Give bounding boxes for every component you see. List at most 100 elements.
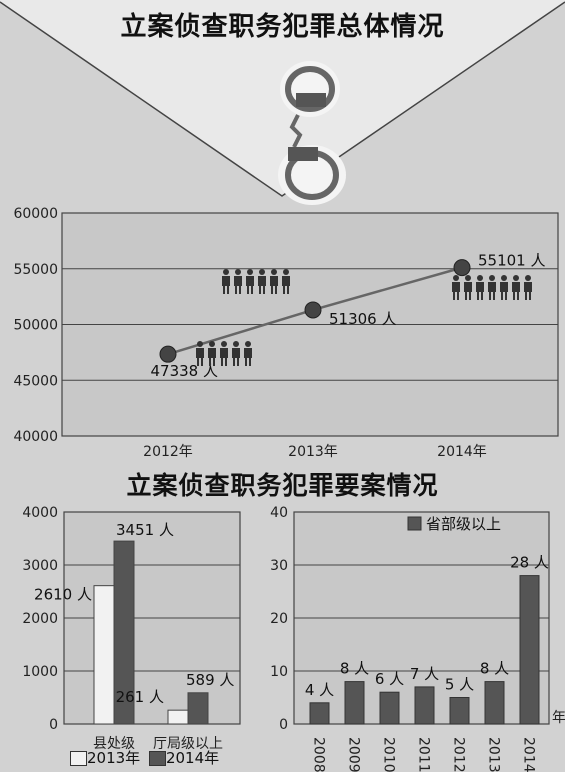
bar2-bar [414, 686, 435, 725]
bar2-xtick-label: 2008 [311, 737, 327, 772]
people-icon-2012-head-0 [197, 341, 203, 347]
bar1-ytick-label: 4000 [22, 505, 58, 521]
people-icon-2014-leg-l-0 [453, 292, 455, 300]
people-icon-2014-body-6 [524, 282, 532, 292]
bar1-ytick-label: 0 [49, 717, 58, 733]
line-xtick-label: 2014年 [437, 444, 487, 460]
top-title: 立案侦查职务犯罪总体情况 [120, 12, 445, 42]
line-ytick-label: 45000 [13, 373, 58, 389]
bar2-bar [484, 681, 505, 725]
bar2-xtick-label: 2009 [346, 737, 362, 772]
bar2-xtick-label: 2014 [521, 737, 537, 772]
people-icon-2013-head-0 [223, 269, 229, 275]
people-icon-2012-leg-r-0 [201, 358, 203, 366]
people-icon-2013-leg-l-5 [283, 286, 285, 294]
legend-swatch-2014 [148, 751, 166, 766]
bar2-data-label: 5 人 [445, 676, 474, 694]
people-icon-2013-leg-r-4 [275, 286, 277, 294]
people-icon-2014-head-1 [465, 275, 471, 281]
bar1-ytick-label: 1000 [22, 664, 58, 680]
line-ytick-label: 60000 [13, 206, 58, 222]
bar2-data-label: 7 人 [410, 665, 439, 683]
people-icon-2014-head-6 [525, 275, 531, 281]
bar2-data-label: 6 人 [375, 670, 404, 688]
people-icon-2013-leg-r-1 [239, 286, 241, 294]
people-icon-2013-head-1 [235, 269, 241, 275]
bar2-data-label: 8 人 [480, 660, 509, 678]
people-icon-2014-head-3 [489, 275, 495, 281]
legend-label-2014: 2014年 [165, 749, 220, 767]
bar1-bar [113, 540, 135, 725]
people-icon-2014-leg-r-2 [481, 292, 483, 300]
bar2-xtick-label: 2013 [486, 737, 502, 772]
people-icon-2014-leg-l-2 [477, 292, 479, 300]
bar2-legend-swatch [407, 516, 422, 531]
bar1-bar [167, 709, 189, 725]
people-icon-2012-head-4 [245, 341, 251, 347]
people-icon-2013-head-2 [247, 269, 253, 275]
data-point [453, 259, 471, 277]
people-icon-2014-body-0 [452, 282, 460, 292]
people-icon-2013-leg-r-3 [263, 286, 265, 294]
people-icon-2012-leg-r-1 [213, 358, 215, 366]
people-icon-2012-leg-l-3 [233, 358, 235, 366]
people-icon-2013-body-1 [234, 276, 242, 286]
bar1-data-label: 589 人 [186, 671, 234, 689]
people-icon-2014-leg-l-5 [513, 292, 515, 300]
people-icon-2013-leg-l-4 [271, 286, 273, 294]
people-icon-2014-leg-l-3 [489, 292, 491, 300]
people-icon-2012-body-1 [208, 348, 216, 358]
people-icon-2013-leg-r-5 [287, 286, 289, 294]
line-xtick-label: 2013年 [288, 444, 338, 460]
people-icon-2012-head-1 [209, 341, 215, 347]
people-icon-2012-head-2 [221, 341, 227, 347]
people-icon-2014-head-2 [477, 275, 483, 281]
people-icon-2014-leg-r-5 [517, 292, 519, 300]
people-icon-2012-leg-r-3 [237, 358, 239, 366]
bar1-ytick-label: 2000 [22, 611, 58, 627]
legend-label-2013: 2013年 [87, 749, 141, 767]
bar2-data-label: 4 人 [305, 681, 334, 699]
data-label: 47338 人 [151, 362, 219, 380]
people-icon-2013-body-5 [282, 276, 290, 286]
legend-swatch-2013 [70, 751, 87, 766]
people-icon-2013-leg-l-0 [223, 286, 225, 294]
people-icon-2013-leg-r-2 [251, 286, 253, 294]
people-icon-2014-body-2 [476, 282, 484, 292]
envelope-flap-edge [0, 1, 565, 197]
handcuffs-icon [278, 61, 346, 205]
bar1-bar [93, 585, 115, 725]
people-icon-2014-leg-l-6 [525, 292, 527, 300]
bar2-bar [449, 697, 470, 725]
line-ytick-label: 55000 [13, 262, 58, 278]
people-icon-2014-leg-l-4 [501, 292, 503, 300]
people-icon-2012-head-3 [233, 341, 239, 347]
people-icon-2012-leg-r-2 [225, 358, 227, 366]
bar2-x-unit: 年 [552, 710, 565, 726]
bar2-ytick-label: 0 [279, 717, 288, 733]
people-icon-2014-head-4 [501, 275, 507, 281]
line-ytick-label: 50000 [13, 318, 58, 334]
people-icon-2014-leg-l-1 [465, 292, 467, 300]
people-icon-2012-leg-l-0 [197, 358, 199, 366]
people-icon-2012-leg-l-1 [209, 358, 211, 366]
bar2-xtick-label: 2011 [416, 737, 432, 772]
people-icon-2012-body-0 [196, 348, 204, 358]
bar2-data-label: 8 人 [340, 660, 369, 678]
people-icon-2014-leg-r-0 [457, 292, 459, 300]
people-icon-2013-body-2 [246, 276, 254, 286]
people-icon-2014-head-5 [513, 275, 519, 281]
bar1-data-label: 261 人 [116, 688, 164, 706]
people-icon-2013-head-3 [259, 269, 265, 275]
data-label: 51306 人 [329, 310, 397, 328]
bar2-legend-label: 省部级以上 [426, 515, 501, 533]
bar1-bar [187, 692, 209, 725]
people-icon-2013-head-4 [271, 269, 277, 275]
bar1-xtick-label: 县处级 [93, 736, 135, 752]
legend-bar-chart-1: 2013年 2014年 [70, 747, 219, 768]
line-xtick-label: 2012年 [143, 444, 193, 460]
people-icon-2012-leg-l-4 [245, 358, 247, 366]
bottom-title: 立案侦查职务犯罪要案情况 [126, 471, 439, 500]
